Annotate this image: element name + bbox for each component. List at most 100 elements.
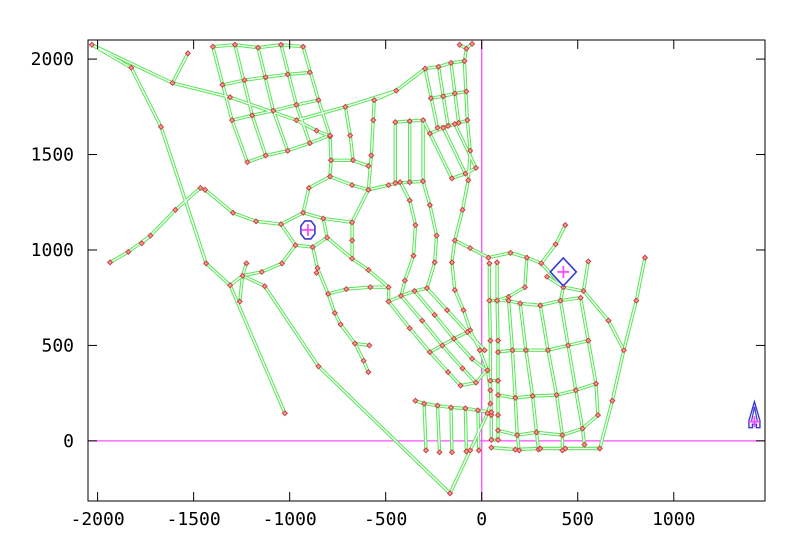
road-edge-core — [524, 256, 528, 288]
x-tick-label: 500 — [561, 509, 594, 530]
network-node — [262, 74, 269, 81]
network-node — [157, 123, 165, 130]
network-node — [299, 43, 307, 50]
network-node — [557, 297, 564, 304]
network-node — [512, 446, 519, 453]
road-edge-core — [562, 286, 585, 292]
network-node — [337, 321, 344, 328]
road-edge-core — [559, 299, 584, 430]
x-tick-label: -2000 — [71, 509, 125, 530]
network-node — [463, 448, 470, 455]
network-node — [439, 342, 446, 349]
network-node — [202, 186, 209, 193]
network-node — [469, 40, 476, 47]
network-node — [368, 152, 375, 159]
network-node — [227, 282, 234, 289]
network-node — [426, 202, 433, 209]
network-node — [385, 284, 392, 291]
network-node — [231, 41, 239, 48]
network-node — [421, 65, 429, 72]
network-node — [314, 265, 321, 272]
road-edge-core — [488, 262, 492, 441]
road-edge-core — [423, 402, 427, 452]
network-node — [451, 286, 458, 294]
network-node — [427, 95, 434, 102]
network-node — [284, 71, 291, 78]
network-node — [633, 297, 640, 304]
road-edge-core — [373, 89, 397, 101]
network-node — [448, 449, 456, 456]
network-node — [522, 347, 529, 354]
network-node — [461, 57, 468, 65]
x-tick-label: -500 — [364, 509, 407, 530]
network-node — [412, 397, 419, 404]
network-node — [184, 50, 191, 57]
network-node — [572, 387, 579, 394]
network-node — [434, 124, 441, 131]
network-node — [147, 232, 154, 239]
tick-labels: -2000 -1500 -1000 -500 0 500 1000 0 500 1000 1500 2… — [31, 49, 696, 530]
network-node — [313, 127, 320, 134]
network-node — [462, 405, 469, 412]
network-node — [365, 266, 372, 274]
network-node — [505, 297, 512, 304]
network-node — [494, 411, 502, 419]
network-node — [592, 380, 600, 387]
network-node — [494, 377, 502, 384]
network-node — [472, 164, 480, 172]
road-edge-core — [302, 187, 310, 214]
network-node — [431, 259, 438, 266]
y-tick-label: 500 — [41, 335, 74, 356]
network-node — [392, 118, 399, 126]
network-node — [406, 325, 413, 332]
network-node — [243, 260, 250, 267]
network-node — [481, 347, 488, 354]
road-edge-core — [91, 44, 174, 84]
road-edge-core — [546, 276, 564, 288]
network-node — [517, 300, 524, 307]
x-tick-label: 1000 — [652, 509, 695, 530]
road-edge-core — [451, 261, 471, 331]
network-node — [277, 41, 285, 48]
network-node — [487, 377, 494, 384]
nodes-layer — [88, 40, 649, 497]
network-node — [244, 159, 251, 166]
network-node — [406, 179, 413, 186]
diamond-marker-icon — [549, 256, 578, 288]
network-node — [451, 237, 458, 244]
network-node — [585, 337, 592, 344]
network-node — [270, 107, 277, 114]
network-node — [487, 400, 494, 407]
network-node — [106, 259, 114, 266]
road-edge-core — [451, 119, 471, 264]
network-node — [365, 369, 372, 376]
network-node — [494, 436, 502, 444]
road-edge-core — [582, 260, 589, 292]
road-edge-core — [582, 290, 610, 322]
road-edge-core — [295, 67, 426, 121]
road-edge-core — [326, 236, 353, 260]
network-node — [306, 139, 313, 147]
network-node — [342, 103, 349, 110]
x-tick-label: -1500 — [167, 509, 221, 530]
network-node — [396, 179, 404, 186]
network-node — [262, 152, 269, 159]
road-edge-core — [464, 407, 468, 453]
network-node — [315, 97, 322, 104]
network-node — [411, 287, 418, 295]
network-node — [88, 41, 95, 48]
road-edge-core — [229, 284, 286, 414]
network-node — [494, 337, 502, 344]
network-node — [349, 157, 357, 164]
road-edge-core — [579, 297, 599, 416]
network-node — [487, 337, 494, 344]
road-edge-core — [436, 404, 441, 453]
road-edge-core — [429, 132, 453, 180]
network-node — [455, 119, 462, 127]
network-node — [486, 260, 493, 267]
network-node — [472, 379, 480, 386]
network-node — [465, 177, 472, 184]
network-node — [641, 254, 649, 261]
